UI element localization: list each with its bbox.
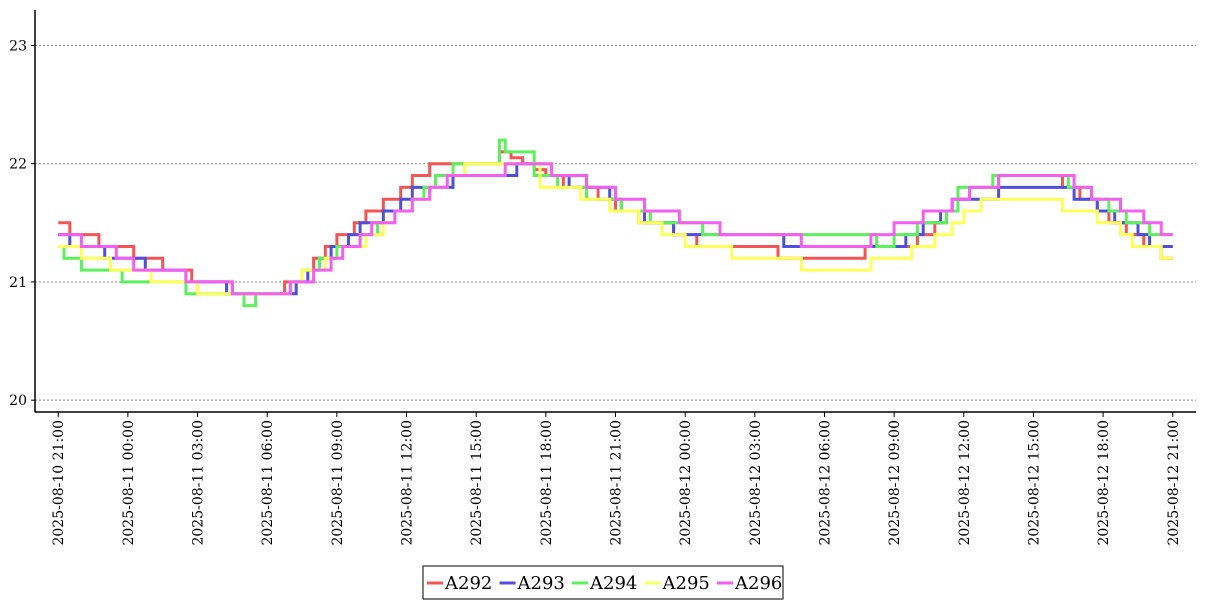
legend-label: A295 bbox=[662, 573, 710, 594]
x-tick-label: 2025-08-12 03:00 bbox=[748, 420, 764, 546]
x-tick-label: 2025-08-11 18:00 bbox=[539, 420, 555, 546]
series-line-a295 bbox=[58, 162, 1173, 296]
legend-label: A294 bbox=[589, 573, 637, 594]
x-tick-label: 2025-08-12 06:00 bbox=[817, 420, 833, 546]
x-tick-label: 2025-08-10 21:00 bbox=[51, 420, 67, 546]
x-tick-label: 2025-08-11 03:00 bbox=[191, 420, 207, 546]
legend: A292 A293 A294 A295 A296 bbox=[422, 565, 784, 600]
y-tick-label: 22 bbox=[9, 157, 27, 173]
legend-label: A293 bbox=[517, 573, 565, 594]
x-tick-label: 2025-08-12 21:00 bbox=[1166, 420, 1182, 546]
x-tick-label: 2025-08-11 12:00 bbox=[400, 420, 416, 546]
x-tick-label: 2025-08-11 15:00 bbox=[469, 420, 485, 546]
x-tick-label: 2025-08-11 00:00 bbox=[121, 420, 137, 546]
x-tick-label: 2025-08-11 21:00 bbox=[609, 420, 625, 546]
legend-label: A296 bbox=[734, 573, 782, 594]
y-tick-label: 23 bbox=[9, 38, 27, 54]
series-line-a292 bbox=[58, 150, 1173, 296]
x-tick-label: 2025-08-12 15:00 bbox=[1026, 420, 1042, 546]
y-tick-label: 20 bbox=[9, 393, 27, 409]
series-line-a293 bbox=[58, 162, 1173, 296]
series-lines bbox=[58, 138, 1173, 308]
series-line-a296 bbox=[58, 162, 1173, 296]
x-tick-labels: 2025-08-10 21:00 2025-08-11 00:00 2025-08-… bbox=[51, 412, 1182, 546]
x-tick-label: 2025-08-12 12:00 bbox=[957, 420, 973, 546]
gridlines bbox=[35, 44, 1196, 401]
x-tick-label: 2025-08-11 09:00 bbox=[330, 420, 346, 546]
x-tick-label: 2025-08-12 00:00 bbox=[678, 420, 694, 546]
legend-label: A292 bbox=[444, 573, 492, 594]
y-tick-label: 21 bbox=[9, 275, 27, 291]
x-tick-label: 2025-08-12 18:00 bbox=[1096, 420, 1112, 546]
x-tick-label: 2025-08-11 06:00 bbox=[260, 420, 276, 546]
x-tick-label: 2025-08-12 09:00 bbox=[887, 420, 903, 546]
y-tick-labels: 20 21 22 23 bbox=[9, 38, 35, 409]
